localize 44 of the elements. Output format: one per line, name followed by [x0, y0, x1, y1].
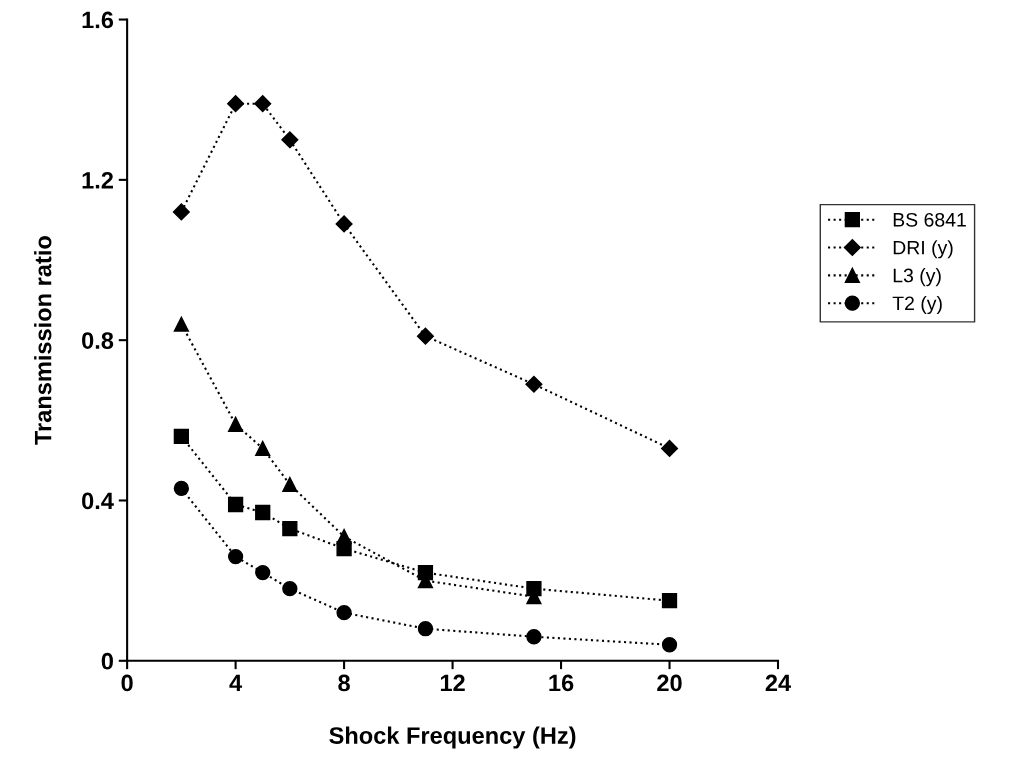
x-tick-label: 16	[549, 674, 574, 692]
point	[661, 593, 678, 609]
point	[172, 203, 190, 221]
point	[526, 629, 542, 645]
legend-label: L3 (y)	[893, 268, 941, 287]
point	[282, 520, 298, 537]
point	[173, 316, 190, 332]
point	[173, 480, 190, 497]
point	[255, 440, 271, 457]
point	[336, 605, 352, 621]
x-tick-label: 20	[657, 674, 682, 692]
point	[227, 548, 244, 565]
point	[227, 416, 244, 432]
point	[227, 95, 245, 113]
point	[336, 528, 352, 545]
x-tick-label: 24	[765, 674, 792, 692]
point	[661, 637, 678, 653]
point	[282, 581, 298, 597]
y-tick-label: 1.6	[82, 11, 114, 29]
y-tick-label: 1.2	[82, 171, 113, 189]
point	[281, 131, 299, 149]
point	[255, 564, 271, 581]
y-tick-label: 0	[101, 652, 113, 670]
point	[255, 504, 271, 521]
x-axis-title: Shock Frequency (Hz)	[329, 726, 576, 749]
x-tick-label: 0	[121, 674, 133, 692]
legend-label: BS 6841	[893, 212, 966, 227]
point	[282, 476, 298, 493]
legend-label: T2 (y)	[892, 295, 942, 315]
x-tick-label: 12	[440, 674, 465, 692]
point	[173, 428, 190, 444]
point	[254, 95, 272, 113]
y-tick-label: 0.8	[82, 332, 114, 349]
point	[416, 327, 434, 345]
point	[417, 621, 434, 637]
point	[660, 439, 679, 457]
y-tick-label: 0.4	[82, 492, 114, 510]
x-tick-label: 8	[338, 674, 350, 692]
legend-label: DRI (y)	[893, 240, 953, 259]
x-tick-label: 4	[229, 674, 243, 692]
point	[525, 375, 543, 393]
point	[335, 215, 353, 233]
y-axis-title: Transmission ratio	[34, 236, 52, 445]
point	[227, 496, 244, 513]
